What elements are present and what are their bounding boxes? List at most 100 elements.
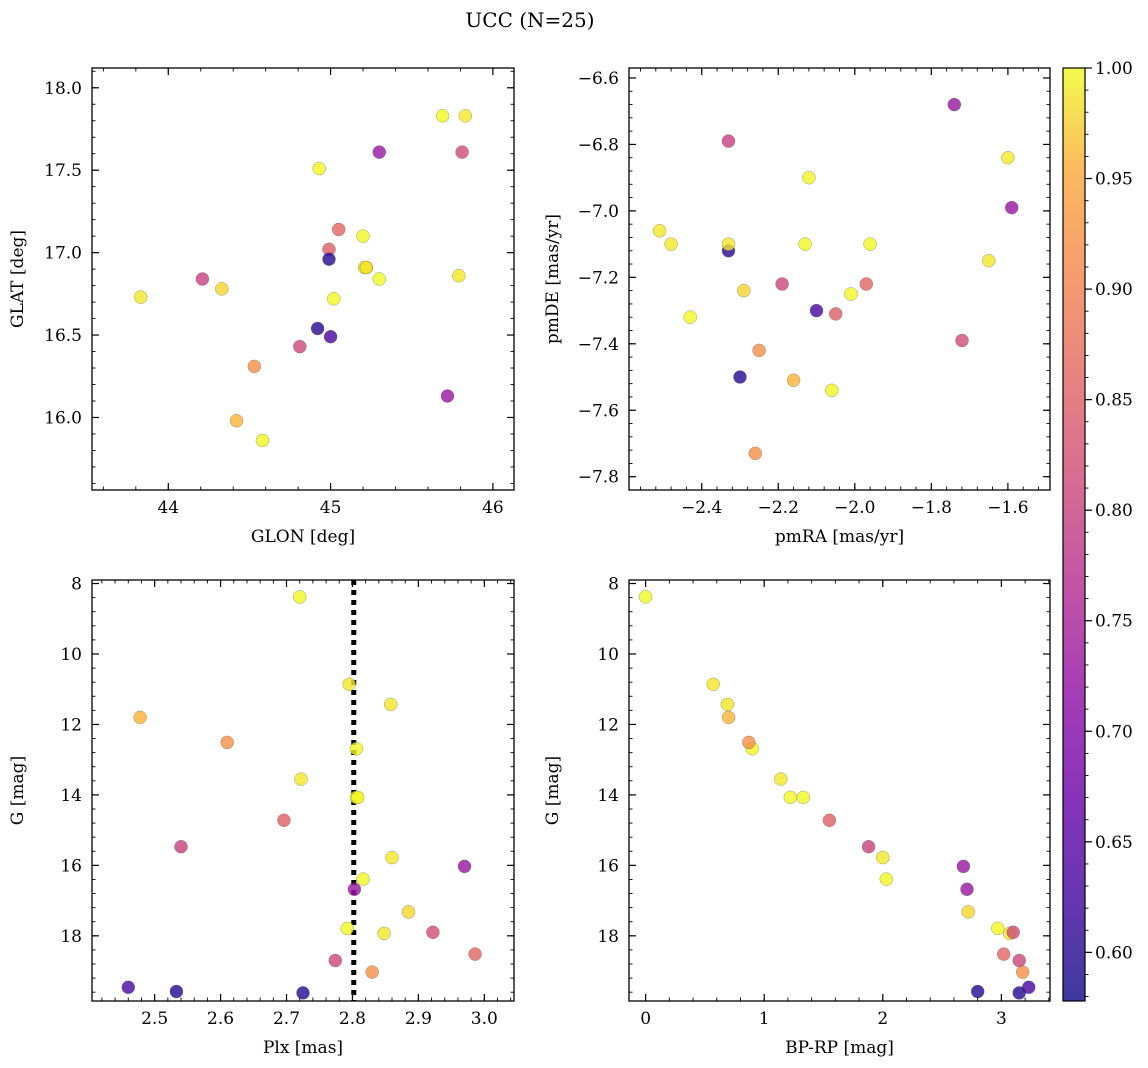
x-tick-label: 46 bbox=[482, 498, 504, 518]
data-point bbox=[121, 980, 136, 994]
panel-plx-g: 2.5 2.6 2.7 2.8 2.9 3.0 8 10 12 14 16 18 Plx [mas] G … bbox=[8, 575, 515, 1058]
data-point bbox=[652, 224, 667, 238]
x-tick-label: 2.5 bbox=[141, 1009, 168, 1029]
axes-frame bbox=[628, 579, 1051, 1002]
colorbar: 0.60 0.65 0.70 0.75 0.80 0.85 0.90 0.95 1.00 bbox=[1062, 59, 1133, 1002]
data-point bbox=[215, 282, 229, 296]
data-point bbox=[955, 333, 969, 348]
colorbar-gradient bbox=[1063, 68, 1085, 1001]
data-point bbox=[1012, 986, 1026, 1000]
x-tick-label: −2.2 bbox=[758, 498, 799, 518]
y-tick-label: 18 bbox=[60, 927, 82, 947]
data-point bbox=[879, 872, 893, 886]
data-point bbox=[356, 872, 370, 886]
data-point bbox=[426, 925, 440, 939]
data-point bbox=[457, 859, 472, 874]
data-point bbox=[293, 339, 307, 354]
data-point bbox=[720, 697, 735, 712]
x-tick-label: 3.0 bbox=[471, 1009, 498, 1029]
data-point bbox=[372, 272, 386, 286]
data-point bbox=[401, 905, 416, 919]
data-point bbox=[1016, 965, 1030, 979]
data-point bbox=[169, 984, 184, 999]
data-point bbox=[733, 370, 747, 384]
y-tick-label: 12 bbox=[597, 715, 619, 735]
y-tick-label: 10 bbox=[597, 645, 619, 665]
data-point bbox=[440, 389, 455, 403]
data-point bbox=[294, 772, 308, 786]
x-tick-label: 2.9 bbox=[405, 1009, 432, 1029]
colorbar-tick-label: 0.80 bbox=[1095, 501, 1133, 521]
data-point bbox=[435, 109, 450, 123]
data-point bbox=[956, 859, 971, 874]
y-tick-label: 18.0 bbox=[44, 79, 82, 99]
x-tick-label: 2.8 bbox=[339, 1009, 366, 1029]
y-axis-label: G [mag] bbox=[8, 756, 28, 825]
y-tick-label: 8 bbox=[608, 575, 619, 595]
x-tick-label: 0 bbox=[640, 1009, 651, 1029]
y-tick-label: −6.8 bbox=[578, 135, 619, 155]
data-point bbox=[960, 882, 974, 896]
data-point bbox=[458, 109, 472, 123]
data-point bbox=[293, 590, 307, 604]
data-point bbox=[859, 277, 873, 291]
y-axis-label: GLAT [deg] bbox=[8, 230, 28, 328]
y-tick-label: 14 bbox=[60, 786, 82, 806]
data-point bbox=[220, 735, 234, 750]
data-point bbox=[961, 905, 975, 919]
data-point bbox=[347, 882, 362, 896]
y-tick-label: 14 bbox=[597, 786, 619, 806]
y-tick-label: 16.0 bbox=[44, 408, 82, 428]
data-point bbox=[452, 269, 466, 283]
data-point bbox=[328, 953, 342, 968]
x-tick-label: 1 bbox=[759, 1009, 770, 1029]
colorbar-frame bbox=[1062, 67, 1086, 1002]
y-axis-label: pmDE [mas/yr] bbox=[543, 214, 563, 344]
data-point bbox=[783, 790, 797, 805]
y-tick-label: −7.6 bbox=[578, 401, 619, 421]
data-point bbox=[798, 237, 812, 251]
data-point bbox=[721, 134, 736, 148]
y-tick-label: 10 bbox=[60, 645, 82, 665]
x-tick-label: 2.7 bbox=[273, 1009, 300, 1029]
data-point bbox=[1012, 953, 1026, 968]
y-tick-label: 8 bbox=[71, 575, 82, 595]
x-tick-label: 2 bbox=[877, 1009, 888, 1029]
data-point bbox=[340, 921, 354, 936]
x-tick-label: 3 bbox=[996, 1009, 1007, 1029]
data-point bbox=[1005, 200, 1019, 215]
y-tick-label: 12 bbox=[60, 715, 82, 735]
data-point bbox=[829, 307, 843, 321]
data-point bbox=[296, 986, 310, 1000]
data-point bbox=[742, 735, 756, 750]
data-point bbox=[748, 446, 762, 461]
data-point bbox=[385, 850, 399, 865]
data-point bbox=[1006, 925, 1020, 939]
colorbar-tick-label: 0.65 bbox=[1095, 833, 1133, 853]
data-point bbox=[752, 343, 766, 358]
data-point bbox=[277, 813, 291, 827]
plot-area bbox=[92, 68, 514, 490]
data-point bbox=[332, 222, 346, 237]
y-tick-label: 17.0 bbox=[44, 244, 82, 264]
data-point bbox=[195, 272, 210, 286]
data-point bbox=[312, 161, 326, 176]
axes-frame bbox=[91, 579, 515, 1002]
data-point bbox=[802, 170, 816, 185]
x-tick-label: −1.8 bbox=[911, 498, 952, 518]
data-point bbox=[310, 321, 325, 336]
data-point bbox=[133, 290, 148, 304]
data-point bbox=[796, 790, 810, 805]
colorbar-tick-label: 0.60 bbox=[1095, 943, 1133, 963]
axes-frame bbox=[91, 67, 515, 491]
data-point bbox=[351, 790, 365, 805]
data-point bbox=[683, 310, 697, 324]
y-tick-label: 18 bbox=[597, 927, 619, 947]
plot-area bbox=[629, 68, 1050, 490]
x-axis-label: Plx [mas] bbox=[263, 1038, 343, 1058]
data-point bbox=[229, 414, 244, 428]
x-tick-label: 44 bbox=[157, 498, 179, 518]
x-tick-label: −2.4 bbox=[681, 498, 722, 518]
colorbar-tick-label: 1.00 bbox=[1095, 59, 1133, 79]
